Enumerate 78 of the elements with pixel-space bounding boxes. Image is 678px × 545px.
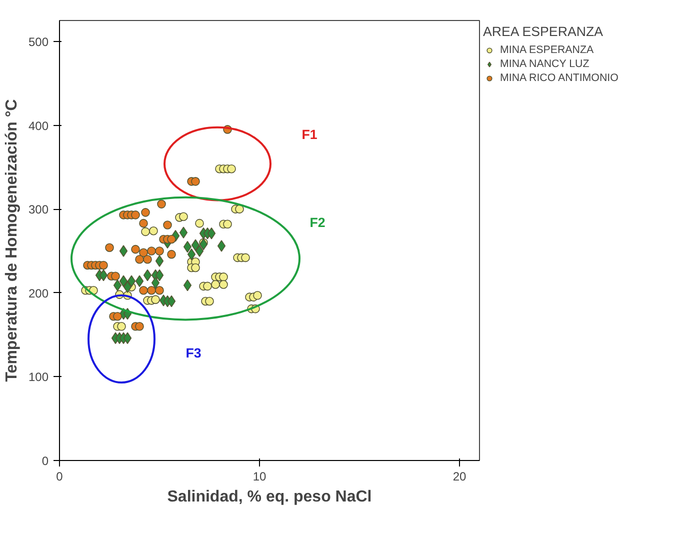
point [155,255,164,267]
point [235,204,244,214]
point [167,295,176,308]
point [155,286,164,295]
legend-label: MINA NANCY LUZ [500,58,590,70]
point [117,322,126,331]
point [219,280,228,289]
point [187,248,196,260]
point [205,296,214,306]
point [183,279,192,292]
point [183,240,192,253]
x-tick-label: 20 [452,470,466,484]
point [99,269,108,282]
point [147,246,156,256]
point [135,275,144,288]
point [167,250,176,259]
point [149,226,158,236]
point [211,280,220,289]
point [139,218,148,228]
point [111,272,120,281]
point [203,282,212,291]
annotation: F3 [186,346,202,361]
point [123,332,132,344]
point [131,244,140,254]
point [155,246,164,256]
point [207,227,216,240]
point [179,212,188,222]
point [253,291,262,300]
point [167,234,176,244]
point [155,269,164,282]
y-tick-label: 100 [28,370,49,384]
point [143,269,152,282]
point [191,177,200,186]
x-tick-label: 0 [56,470,64,484]
point [163,220,172,230]
point [131,210,140,220]
point [99,260,108,270]
annotation: F1 [302,126,318,142]
point [191,239,200,252]
point [113,279,122,292]
y-tick-label: 200 [28,286,49,300]
point [179,226,188,238]
point [113,312,122,321]
point [143,254,152,264]
point [123,281,132,293]
point [195,218,204,228]
legend-title: AREA ESPERANZA [483,24,604,39]
point [135,254,144,264]
y-tick-label: 300 [28,202,49,217]
point [219,272,228,282]
y-tick-label: 500 [28,34,49,49]
point [141,227,150,236]
y-tick-label: 0 [42,454,49,468]
point [119,245,128,257]
point [147,286,156,295]
point [119,275,128,288]
point [199,238,208,250]
legend-label: MINA RICO ANTIMONIO [500,72,618,84]
point [195,245,204,257]
point [105,243,114,252]
point [141,208,150,217]
point [139,286,148,295]
legend-label: MINA ESPERANZA [500,44,594,56]
point [217,240,226,252]
point [191,263,200,272]
y-axis-title: Temperatura de Homogeneización °C [3,98,20,382]
point [157,200,166,208]
y-tick-label: 400 [28,118,49,133]
point [227,164,236,174]
annotation: F2 [310,214,326,230]
x-axis-title: Salinidad, % eq. peso NaCl [167,488,372,506]
point [127,275,136,288]
x-tick-label: 10 [252,470,266,484]
point [241,253,250,262]
point [151,276,160,289]
point [151,295,160,304]
point [223,220,232,229]
point [135,322,144,331]
